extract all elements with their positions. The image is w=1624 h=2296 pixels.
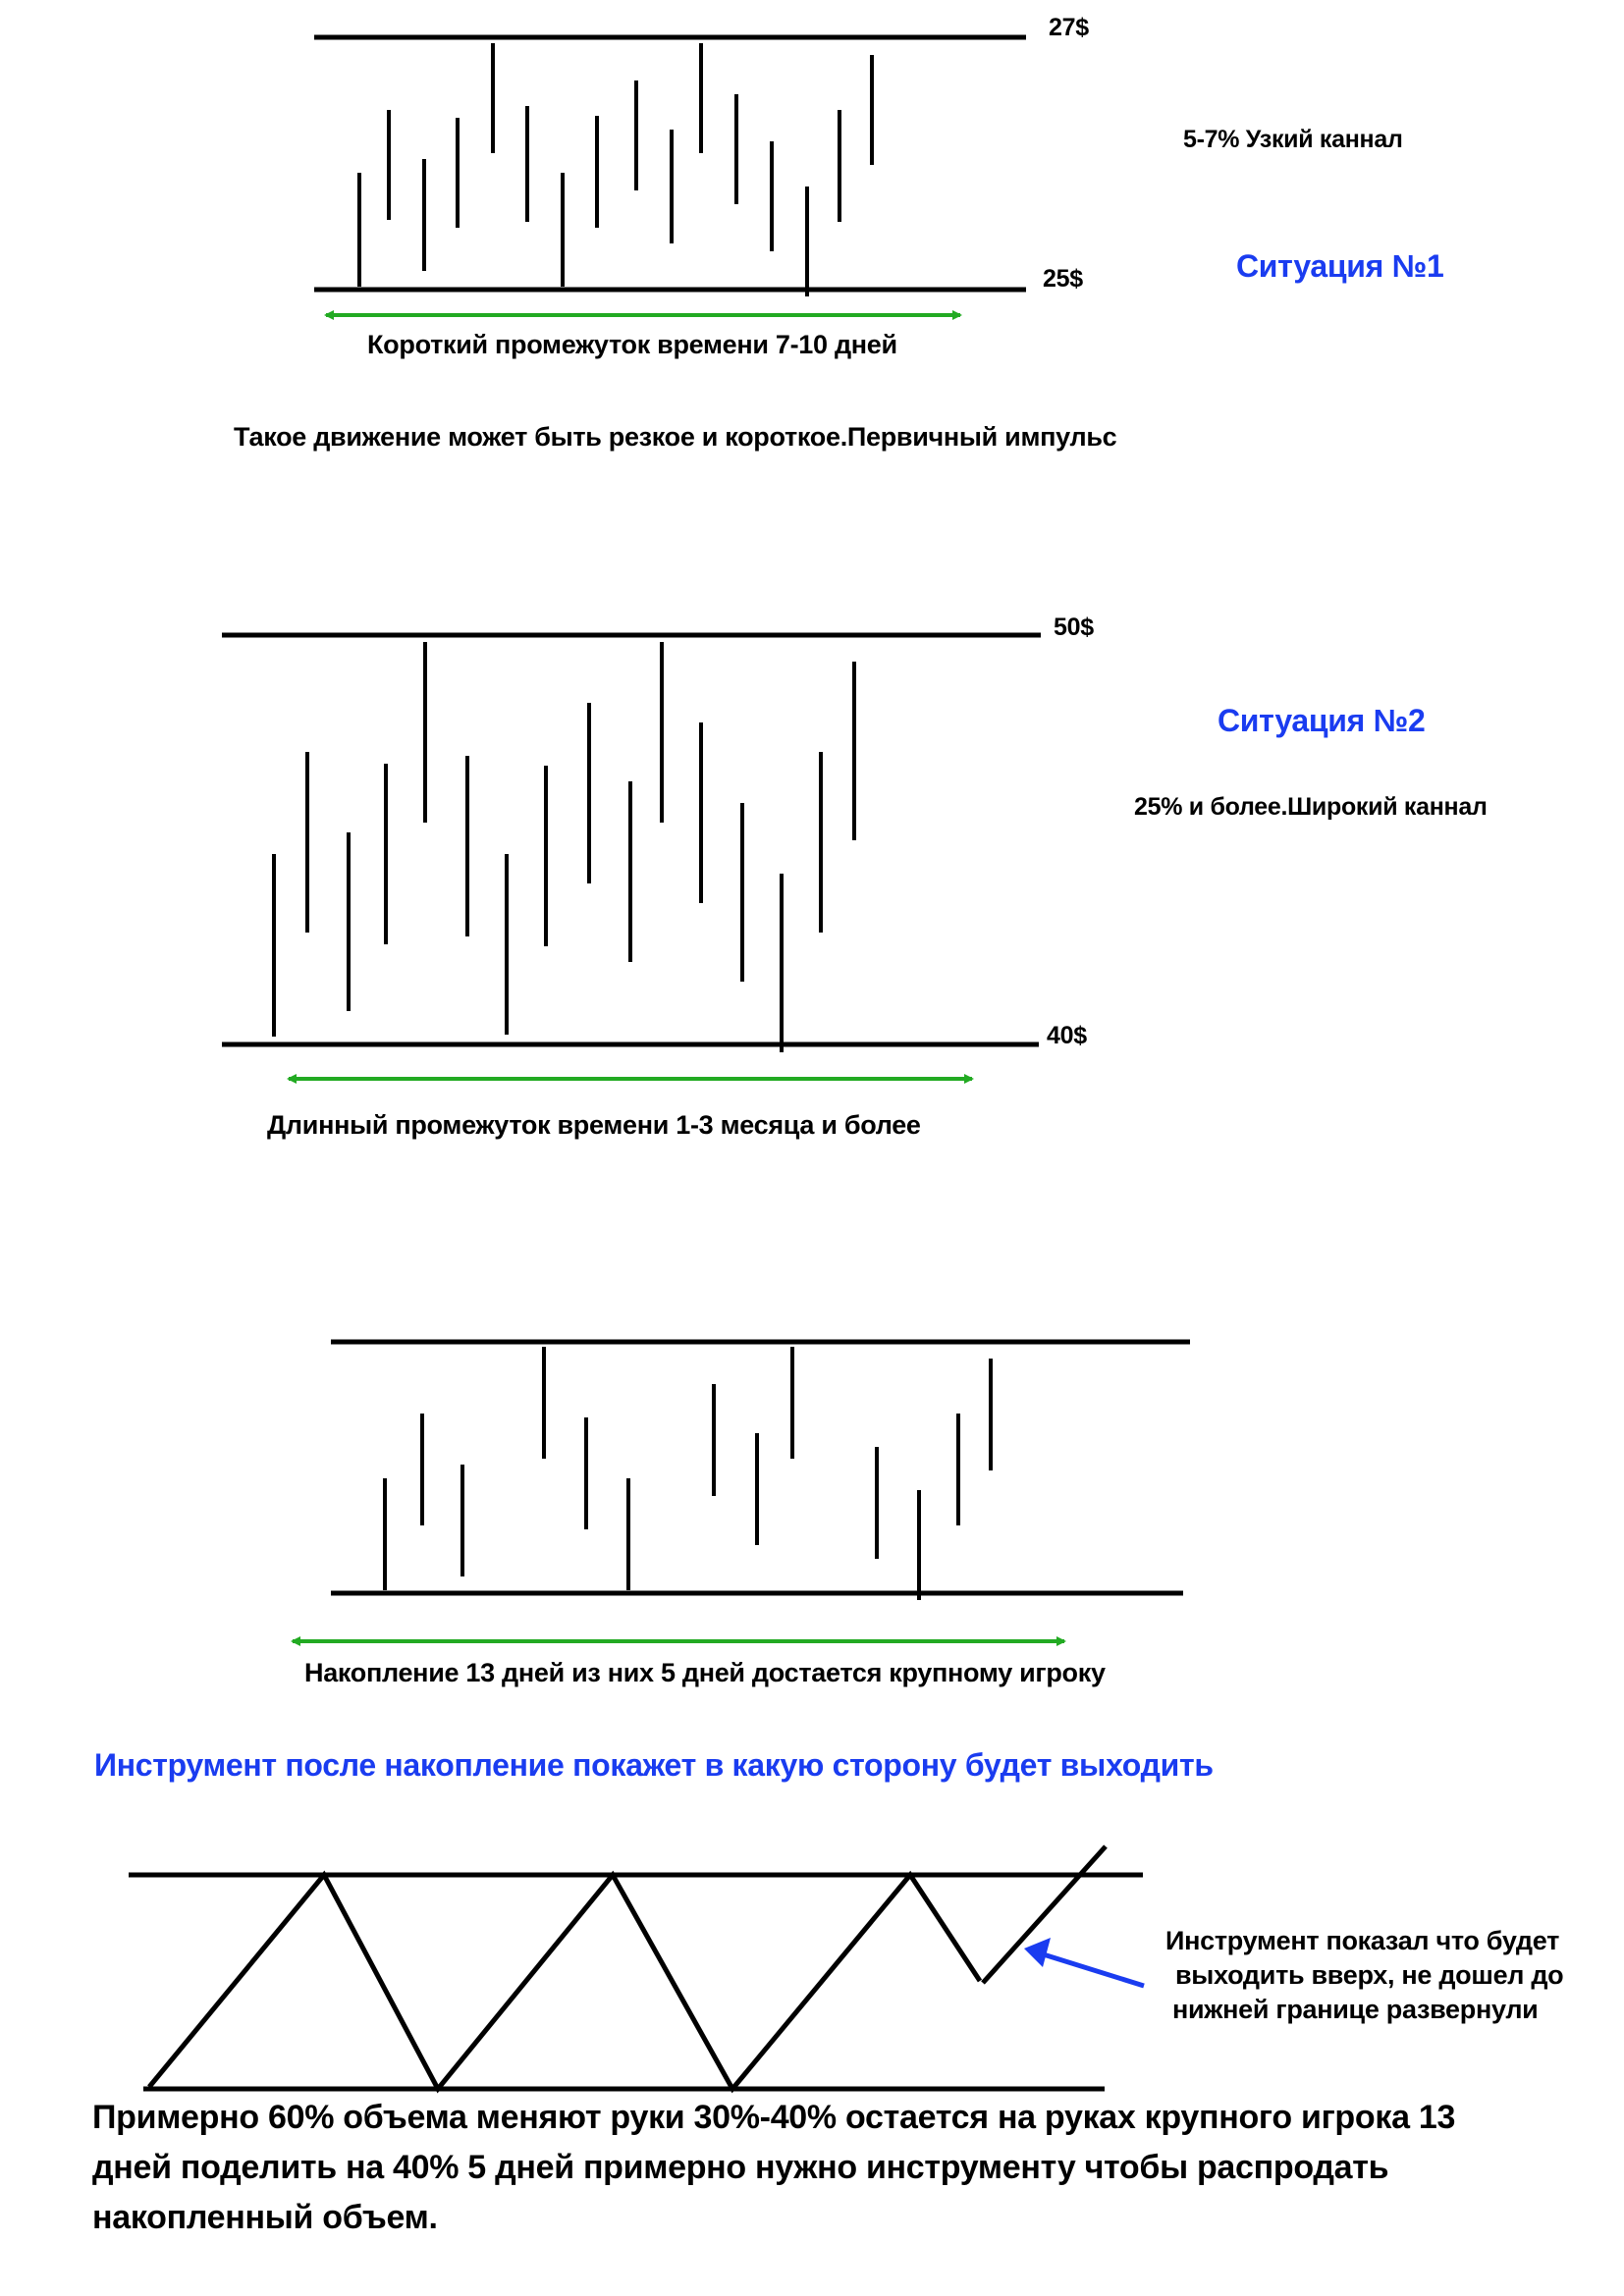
breakout-annotation-line-2: выходить вверх, не дошел до — [1175, 1960, 1564, 1990]
situation1-title: Ситуация №1 — [1236, 248, 1444, 284]
situation1-top-price: 27$ — [1049, 14, 1089, 41]
breakout-annotation-arrowhead — [1024, 1938, 1051, 1967]
summary-paragraph: Примерно 60% объема меняют руки 30%-40% … — [92, 2099, 1456, 2236]
situation2-top-price: 50$ — [1054, 614, 1094, 641]
situation2-price-bars — [272, 642, 856, 1052]
breakout-upward-line — [981, 1844, 1108, 1985]
breakout-annotation-line-1: Инструмент показал что будет — [1165, 1926, 1559, 1955]
situation1-note: Такое движение может быть резкое и корот… — [234, 422, 1117, 452]
accumulation-price-bars — [383, 1347, 993, 1600]
breakout-zigzag-path — [147, 1870, 983, 2094]
situation2-channel — [222, 632, 1041, 1084]
situation1-channel — [314, 34, 1026, 320]
accumulation-arrow-label: Накопление 13 дней из них 5 дней достает… — [304, 1658, 1106, 1687]
accumulation-channel — [291, 1339, 1190, 1646]
situation2-title: Ситуация №2 — [1218, 703, 1426, 738]
situation2-channel-label: 25% и более.Широкий каннал — [1134, 793, 1488, 821]
situation2-arrow-label: Длинный промежуток времени 1-3 месяца и … — [267, 1110, 921, 1140]
situation1-price-bars — [357, 43, 874, 296]
breakout-annotation-line-3: нижней границе развернули — [1172, 1995, 1539, 2024]
breakout-diagram — [129, 1844, 1145, 2094]
situation2-bottom-price: 40$ — [1047, 1022, 1087, 1049]
situation1-channel-label: 5-7% Узкий каннал — [1183, 126, 1403, 153]
breakout-heading: Инструмент после накопление покажет в ка… — [94, 1747, 1214, 1783]
situation1-arrow-label: Короткий промежуток времени 7-10 дней — [367, 330, 897, 359]
breakout-annotation-arrow — [1033, 1949, 1145, 1989]
situation1-bottom-price: 25$ — [1043, 265, 1083, 293]
